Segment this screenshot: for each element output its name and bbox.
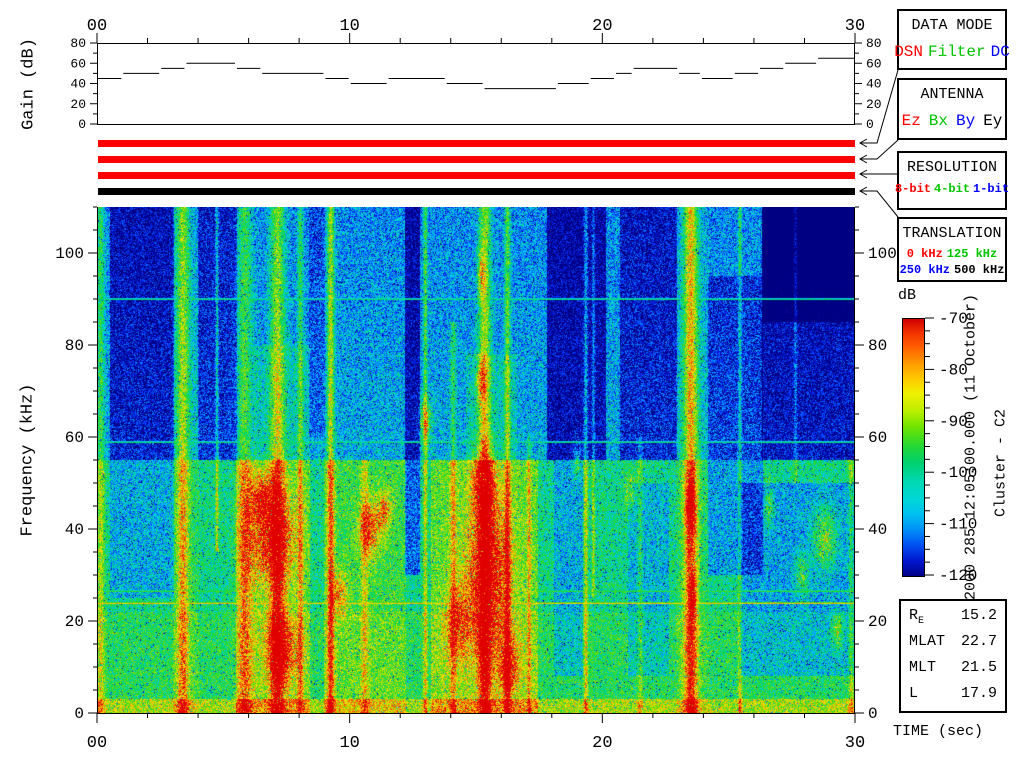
- connector-data-mode: [860, 69, 899, 144]
- antenna-values: Ez Bx By Ey: [902, 112, 1003, 130]
- translation-0khz: 0 kHz: [906, 247, 943, 261]
- translation-500khz: 500 kHz: [954, 263, 1005, 277]
- translation-box: TRANSLATION 0 kHz 125 kHz 250 kHz 500 kH…: [897, 217, 1007, 282]
- tick-label: 20: [592, 17, 612, 36]
- tick-label: 20: [65, 613, 84, 631]
- tick-label: 60: [70, 56, 86, 71]
- connector-translation: [860, 190, 899, 218]
- resolution-4bit: 4-bit: [934, 182, 971, 196]
- connector-arrows: [858, 69, 899, 218]
- ephemeris-row-mlt: MLT 21.5: [901, 659, 1005, 679]
- tick-label: 80: [868, 337, 887, 355]
- ephemeris-label-mlat: MLAT: [909, 633, 946, 650]
- resolution-1bit: 1-bit: [973, 182, 1010, 196]
- antenna-ez: Ez: [901, 112, 921, 130]
- tick-label: 40: [65, 521, 84, 539]
- tick-label: 80: [866, 36, 882, 51]
- data-mode-title: DATA MODE: [911, 17, 993, 34]
- tick-label: 100: [868, 245, 897, 263]
- tick-label: 20: [866, 97, 882, 112]
- ephemeris-value-mlt: 21.5: [960, 659, 997, 676]
- translation-row1: 0 kHz 125 kHz: [907, 247, 997, 261]
- tick-label: 10: [339, 734, 359, 753]
- ephemeris-row-mlat: MLAT 22.7: [901, 633, 1005, 653]
- ephemeris-row-re: RE 15.2: [901, 607, 1005, 627]
- arrowhead-translation: [858, 186, 868, 196]
- ephemeris-value-l: 17.9: [960, 685, 997, 702]
- tick-label: 10: [339, 17, 359, 36]
- spacecraft-text: Cluster - C2: [992, 408, 1010, 518]
- resolution-box: RESOLUTION 8-bit 4-bit 1-bit: [895, 151, 1009, 210]
- translation-row2: 250 kHz 500 kHz: [900, 263, 1005, 277]
- tick-label: 60: [868, 429, 887, 447]
- tick-label: 0: [868, 705, 878, 723]
- antenna-box: ANTENNA Ez Bx By Ey: [897, 78, 1007, 140]
- data-mode-dsn: DSN: [894, 43, 923, 61]
- status-bar-resolution: [98, 172, 855, 179]
- tick-label: 60: [65, 429, 84, 447]
- arrowhead-resolution: [858, 169, 868, 179]
- data-mode-dc: DC: [990, 43, 1010, 61]
- tick-label: 40: [866, 77, 882, 92]
- gain-axis-label: Gain (dB): [19, 38, 39, 130]
- resolution-8bit: 8-bit: [894, 182, 931, 196]
- translation-125khz: 125 kHz: [946, 247, 998, 261]
- data-mode-values: DSN Filter DC: [894, 43, 1010, 61]
- tick-label: 20: [868, 613, 887, 631]
- tick-label: 20: [592, 734, 612, 753]
- translation-title: TRANSLATION: [902, 225, 1002, 242]
- antenna-title: ANTENNA: [920, 86, 984, 103]
- colorbar: [902, 318, 925, 577]
- time-axis-label: TIME (sec): [893, 723, 984, 740]
- resolution-title: RESOLUTION: [906, 159, 997, 176]
- colorbar-units-label: dB: [898, 287, 917, 304]
- tick-label: 30: [845, 17, 865, 36]
- tick-label: 60: [866, 56, 882, 71]
- ephemeris-box: RE 15.2 MLAT 22.7 MLT 21.5 L 17.9: [899, 599, 1007, 713]
- ephemeris-label-mlt: MLT: [909, 659, 937, 676]
- ephemeris-label-re: RE: [909, 607, 925, 627]
- status-bar-translation: [98, 188, 855, 195]
- resolution-values: 8-bit 4-bit 1-bit: [895, 182, 1009, 196]
- ephemeris-row-l: L 17.9: [901, 685, 1005, 705]
- tick-label: 40: [70, 77, 86, 92]
- antenna-bx: Bx: [928, 112, 948, 130]
- tick-label: 00: [87, 17, 107, 36]
- tick-label: 100: [55, 245, 84, 263]
- tick-label: 30: [845, 734, 865, 753]
- ephemeris-value-mlat: 22.7: [960, 633, 997, 650]
- freq-axis-label: Frequency (kHz): [18, 383, 38, 537]
- arrowhead-data-mode: [858, 138, 868, 148]
- tick-label: 20: [70, 97, 86, 112]
- data-mode-box: DATA MODE DSN Filter DC: [894, 9, 1010, 70]
- data-mode-filter: Filter: [928, 43, 986, 61]
- ephemeris-value-re: 15.2: [960, 607, 997, 624]
- tick-label: 40: [868, 521, 887, 539]
- tick-label: 80: [70, 36, 86, 51]
- translation-250khz: 250 kHz: [899, 263, 950, 277]
- antenna-ey: Ey: [983, 112, 1003, 130]
- gain-panel-frame: [97, 43, 855, 125]
- arrowhead-antenna: [858, 154, 868, 164]
- tick-label: 80: [65, 337, 84, 355]
- tick-label: 0: [78, 117, 86, 132]
- ephemeris-label-l: L: [909, 685, 919, 702]
- spectrogram-canvas: [97, 207, 855, 713]
- tick-label: 0: [866, 117, 874, 132]
- antenna-by: By: [956, 112, 976, 130]
- status-bar-antenna: [98, 156, 855, 163]
- connector-antenna: [860, 139, 899, 160]
- tick-label: 00: [87, 734, 107, 753]
- status-bar-data-mode: [98, 140, 855, 147]
- tick-label: 0: [74, 705, 84, 723]
- timestamp-text: 2000 285 12:05:00.000 (11 October): [962, 293, 980, 601]
